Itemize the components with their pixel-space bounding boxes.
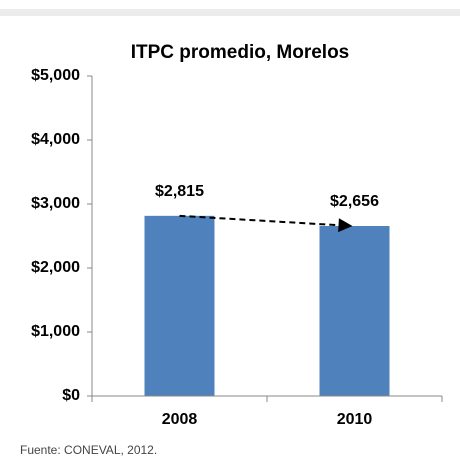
x-tick-label: 2008 [162, 411, 198, 428]
top-band [0, 9, 460, 16]
y-tick-label: $0 [62, 387, 80, 404]
chart-title: ITPC promedio, Morelos [131, 42, 350, 63]
y-tick-label: $5,000 [31, 67, 80, 84]
y-tick-label: $3,000 [31, 195, 80, 212]
value-label: $2,656 [330, 193, 379, 210]
trend-arrow [179, 214, 341, 227]
y-tick-label: $4,000 [31, 131, 80, 148]
arrow-head [338, 218, 353, 233]
y-tick-label: $1,000 [31, 323, 80, 340]
value-label: $2,815 [155, 183, 204, 200]
y-tick-label: $2,000 [31, 259, 80, 276]
bar [319, 226, 390, 396]
x-tick-label: 2010 [337, 411, 373, 428]
bar [144, 215, 215, 396]
source-note: Fuente: CONEVAL, 2012. [20, 443, 157, 457]
